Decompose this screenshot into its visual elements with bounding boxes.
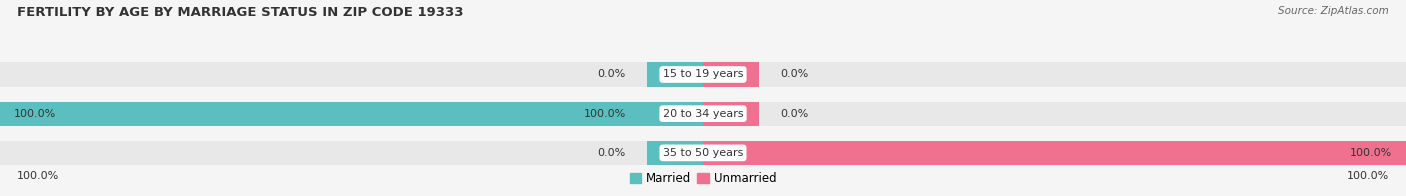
Text: 100.0%: 100.0%	[583, 109, 626, 119]
Text: 100.0%: 100.0%	[17, 171, 59, 181]
Bar	[647, 102, 703, 126]
Text: 15 to 19 years: 15 to 19 years	[662, 69, 744, 80]
Text: 35 to 50 years: 35 to 50 years	[662, 148, 744, 158]
Text: 0.0%: 0.0%	[780, 69, 808, 80]
Text: 20 to 34 years: 20 to 34 years	[662, 109, 744, 119]
Bar	[0, 141, 1406, 165]
Bar	[647, 62, 703, 87]
Text: 100.0%: 100.0%	[1347, 171, 1389, 181]
Bar	[703, 62, 759, 87]
Bar	[0, 62, 1406, 87]
Bar	[0, 102, 1406, 126]
Legend: Married, Unmarried: Married, Unmarried	[624, 168, 782, 190]
Bar	[703, 141, 759, 165]
Text: 0.0%: 0.0%	[598, 148, 626, 158]
Text: Source: ZipAtlas.com: Source: ZipAtlas.com	[1278, 6, 1389, 16]
Bar	[647, 141, 703, 165]
Bar	[703, 102, 759, 126]
Bar	[0, 102, 703, 126]
Bar	[703, 141, 1406, 165]
Text: FERTILITY BY AGE BY MARRIAGE STATUS IN ZIP CODE 19333: FERTILITY BY AGE BY MARRIAGE STATUS IN Z…	[17, 6, 464, 19]
Text: 0.0%: 0.0%	[598, 69, 626, 80]
Text: 100.0%: 100.0%	[14, 109, 56, 119]
Text: 0.0%: 0.0%	[780, 109, 808, 119]
Text: 100.0%: 100.0%	[1350, 148, 1392, 158]
